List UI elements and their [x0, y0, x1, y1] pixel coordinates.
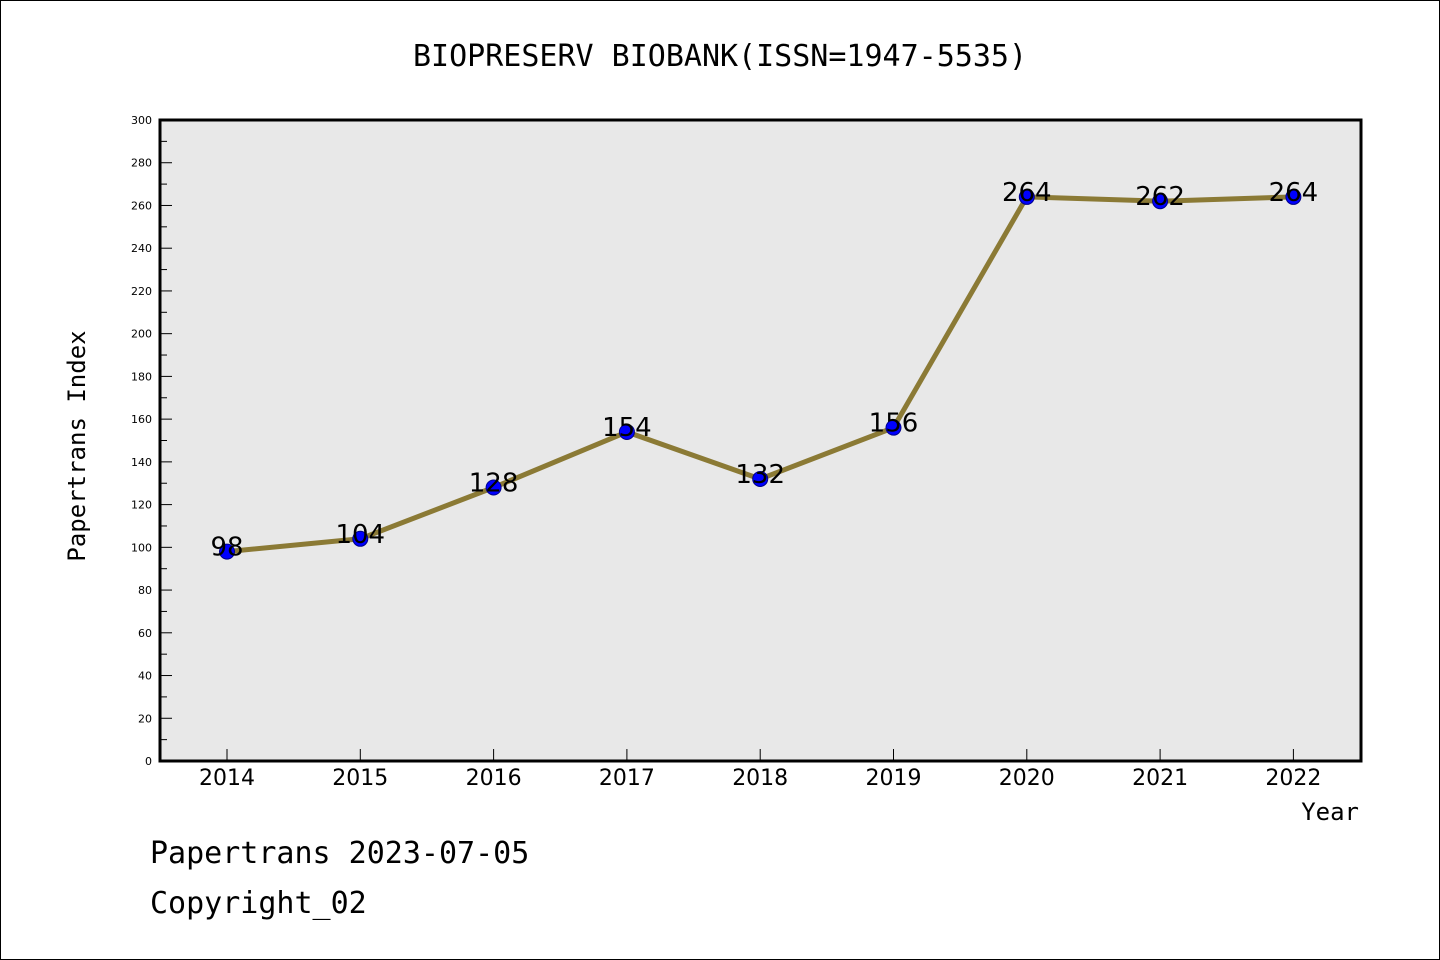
y-tick-label: 120: [131, 499, 152, 512]
data-label-2020: 264: [1002, 178, 1052, 208]
x-tick-label: 2015: [332, 766, 388, 791]
data-label-2015: 104: [335, 520, 385, 550]
x-tick-label: 2019: [866, 766, 922, 791]
y-tick-label: 20: [138, 712, 152, 725]
x-tick-label: 2016: [466, 766, 522, 791]
x-tick-label: 2020: [999, 766, 1055, 791]
y-axis-label: Papertrans Index: [63, 330, 91, 561]
y-tick-label: 40: [138, 670, 152, 683]
y-tick-label: 100: [131, 541, 152, 554]
footer-date-text: Papertrans 2023-07-05: [150, 836, 530, 871]
data-point-2022: [1285, 188, 1302, 205]
plot-area: [160, 120, 1361, 761]
data-label-2016: 128: [469, 469, 519, 499]
data-point-2016: [485, 479, 502, 496]
x-tick-label: 2022: [1265, 766, 1321, 791]
x-axis: 2014 2015 2016 2017 2018 2019 2020 2021 2022: [199, 749, 1321, 791]
data-point-2014: [219, 543, 235, 560]
footer-copyright-text: Copyright_02: [150, 886, 367, 921]
data-point-2018: [752, 470, 769, 487]
y-tick-label: 260: [131, 199, 152, 212]
data-point-2021: [1152, 193, 1169, 210]
data-label-2018: 132: [735, 460, 785, 490]
data-point-2020: [1018, 188, 1035, 205]
data-labels: 98 104 128 154 132 156 264 262 264: [210, 178, 1318, 563]
y-tick-label: 180: [131, 370, 152, 383]
y-tick-label: 220: [131, 285, 152, 298]
y-tick-label: 280: [131, 157, 152, 170]
x-tick-label: 2014: [199, 766, 255, 791]
data-label-2021: 262: [1135, 182, 1185, 212]
data-point-2017: [618, 423, 635, 440]
data-label-2017: 154: [602, 413, 652, 443]
y-tick-label: 60: [138, 627, 152, 640]
data-label-2019: 156: [869, 409, 919, 439]
y-tick-label: 0: [145, 755, 152, 768]
y-tick-label: 160: [131, 413, 152, 426]
data-point-2019: [885, 419, 902, 436]
data-label-2022: 264: [1269, 178, 1319, 208]
x-tick-label: 2017: [599, 766, 655, 791]
y-tick-label: 240: [131, 242, 152, 255]
data-points: [219, 188, 1302, 560]
plot-border: [158, 118, 1363, 763]
y-tick-label: 140: [131, 456, 152, 469]
data-point-2015: [352, 530, 369, 547]
chart-title: BIOPRESERV BIOBANK(ISSN=1947-5535): [413, 39, 1027, 74]
x-tick-label: 2018: [732, 766, 788, 791]
x-axis-label: Year: [1301, 798, 1359, 826]
y-axis: 0 20 40 60 80 100 120 140 160 180 200 220 240 260 280 3…: [131, 114, 172, 768]
x-tick-label: 2021: [1132, 766, 1188, 791]
y-tick-label: 80: [138, 584, 152, 597]
y-tick-label: 300: [131, 114, 152, 127]
data-label-2014: 98: [210, 533, 243, 563]
y-tick-label: 200: [131, 328, 152, 341]
